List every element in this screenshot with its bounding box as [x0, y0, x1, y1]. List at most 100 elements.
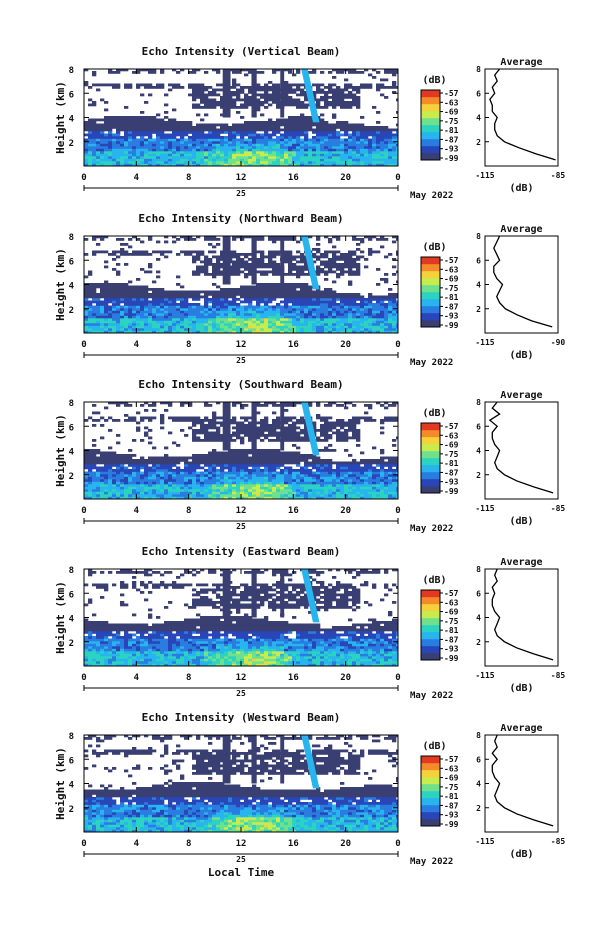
heatmap-cell: [360, 143, 365, 147]
heatmap-cell: [264, 161, 269, 164]
heatmap-cell: [328, 305, 333, 309]
heatmap-cell: [384, 163, 389, 166]
heatmap-cell: [228, 310, 233, 314]
heatmap-cell: [136, 330, 141, 333]
heatmap-cell: [224, 461, 229, 465]
heatmap-cell: [112, 303, 117, 306]
heatmap-cell: [152, 496, 157, 499]
heatmap-cell: [156, 126, 161, 129]
heatmap-cell: [304, 268, 309, 271]
heatmap-cell: [244, 138, 249, 142]
heatmap-cell: [96, 466, 101, 470]
heatmap-cell: [236, 151, 241, 154]
heatmap-cell: [100, 285, 105, 289]
heatmap-cell: [192, 69, 197, 72]
heatmap-cell: [248, 148, 253, 152]
heatmap-cell: [168, 290, 173, 294]
heatmap-cell: [308, 305, 313, 309]
heatmap-cell: [120, 250, 125, 254]
heatmap-cell: [152, 280, 157, 284]
heatmap-cell: [240, 123, 245, 127]
heatmap-cell: [240, 449, 245, 452]
heatmap-cell: [180, 456, 185, 460]
heatmap-cell: [136, 476, 141, 480]
heatmap-cell: [140, 476, 145, 480]
heatmap-cell: [152, 118, 157, 122]
heatmap-cell: [396, 141, 398, 144]
heatmap-cell: [216, 263, 221, 266]
heatmap-cell: [192, 131, 197, 134]
heatmap-cell: [216, 273, 221, 276]
heatmap-cell: [320, 300, 325, 304]
heatmap-cell: [104, 141, 109, 144]
heatmap-cell: [268, 330, 273, 333]
heatmap-cell: [256, 108, 261, 112]
heatmap-cell: [244, 106, 249, 109]
heatmap-cell: [84, 481, 89, 485]
heatmap-cell: [252, 156, 257, 159]
heatmap-cell: [164, 103, 169, 107]
heatmap-cell: [148, 318, 153, 321]
heatmap-cell: [88, 494, 93, 497]
heatmap-cell: [256, 313, 261, 316]
heatmap-cell: [144, 253, 149, 256]
heatmap-cell: [384, 71, 389, 74]
heatmap-cell: [164, 93, 169, 97]
heatmap-cell: [324, 288, 329, 291]
heatmap-cell: [104, 121, 109, 124]
heatmap-cell: [164, 489, 169, 492]
heatmap-cell: [168, 474, 173, 477]
heatmap-cell: [260, 273, 265, 276]
heatmap-cell: [300, 91, 305, 94]
heatmap-cell: [372, 161, 377, 164]
heatmap-cell: [356, 136, 361, 139]
heatmap-cell: [220, 469, 225, 472]
heatmap-cell: [104, 451, 109, 455]
heatmap-cell: [168, 308, 173, 311]
heatmap-cell: [92, 298, 97, 301]
heatmap-cell: [216, 148, 221, 152]
heatmap-cell: [364, 325, 369, 329]
heatmap-cell: [320, 298, 325, 301]
heatmap-cell: [240, 489, 245, 492]
heatmap-cell: [144, 163, 149, 166]
heatmap-cell: [212, 451, 217, 455]
heatmap-cell: [244, 431, 249, 435]
heatmap-cell: [308, 163, 313, 166]
heatmap-cell: [308, 295, 313, 299]
heatmap-cell: [188, 146, 193, 149]
heatmap-cell: [212, 494, 217, 497]
heatmap-cell: [240, 466, 245, 470]
heatmap-cell: [172, 479, 177, 482]
heatmap-cell: [240, 308, 245, 311]
heatmap-cell: [288, 236, 293, 239]
heatmap-cell: [244, 161, 249, 164]
heatmap-cell: [180, 86, 185, 89]
heatmap-cell: [344, 83, 349, 87]
heatmap-cell: [212, 98, 217, 102]
heatmap-cell: [392, 71, 397, 74]
heatmap-cell: [296, 325, 301, 329]
heatmap-cell: [384, 126, 389, 129]
heatmap-cell: [252, 141, 257, 144]
heatmap-cell: [312, 310, 317, 314]
heatmap-cell: [136, 496, 141, 499]
heatmap-cell: [240, 141, 245, 144]
heatmap-cell: [208, 451, 213, 455]
heatmap-cell: [316, 255, 321, 259]
heatmap-cell: [284, 118, 289, 122]
heatmap-cell: [232, 310, 237, 314]
colorbar-swatch: [421, 313, 440, 321]
heatmap-cell: [128, 456, 133, 460]
heatmap-cell: [112, 459, 117, 462]
heatmap-cell: [224, 323, 229, 326]
heatmap-cell: [308, 143, 313, 147]
heatmap-cell: [328, 156, 333, 159]
heatmap-cell: [220, 98, 225, 102]
heatmap-cell: [332, 258, 337, 261]
heatmap-cell: [208, 494, 213, 497]
heatmap-cell: [376, 126, 381, 129]
heatmap-cell: [284, 310, 289, 314]
heatmap-cell: [192, 419, 197, 422]
heatmap-cell: [120, 469, 125, 472]
